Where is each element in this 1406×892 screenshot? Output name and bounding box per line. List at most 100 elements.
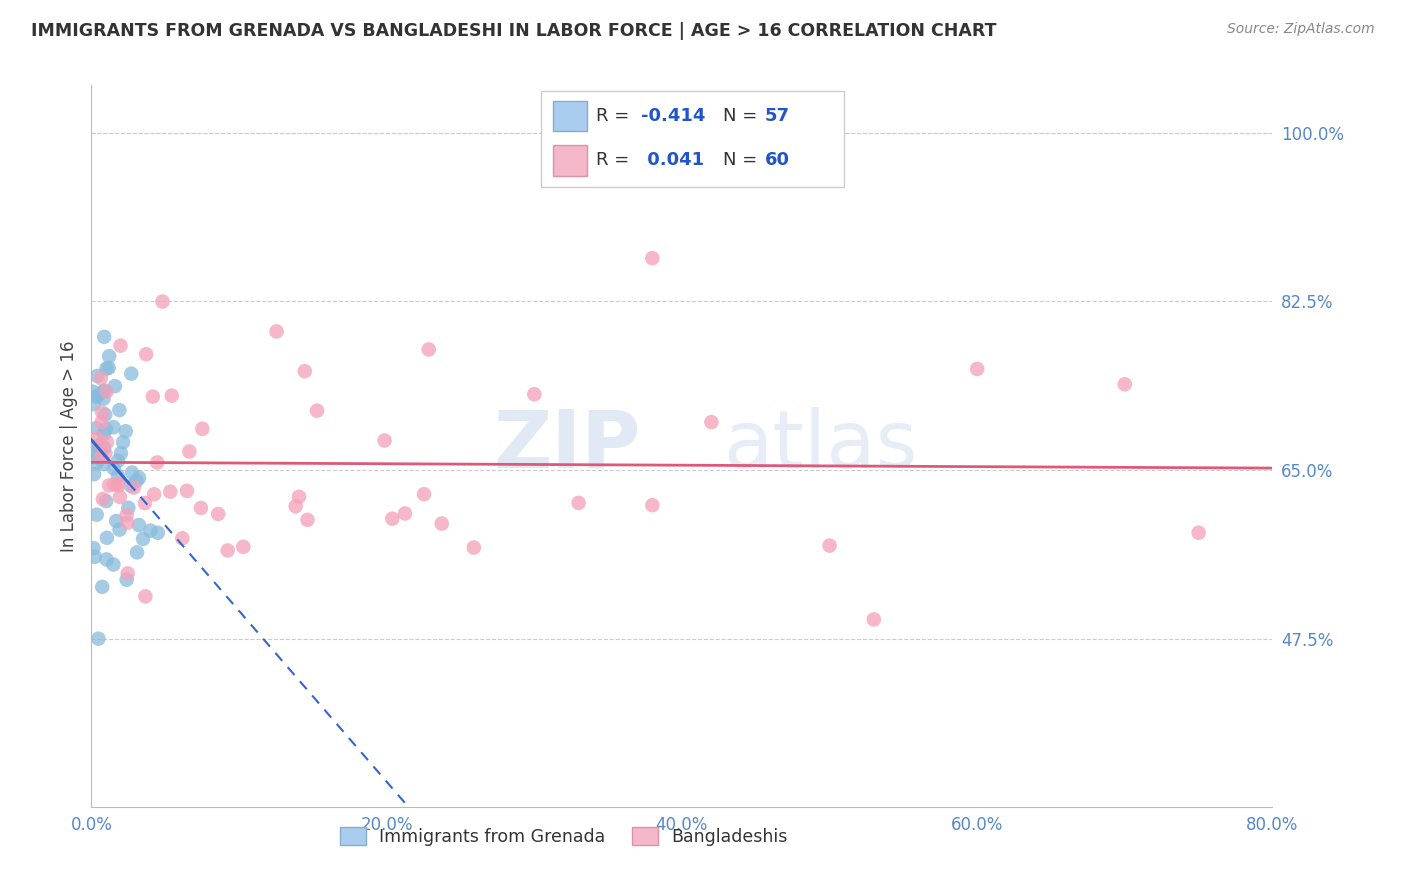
FancyBboxPatch shape (541, 91, 844, 187)
Bar (554, 145, 586, 176)
Text: N =: N = (723, 152, 762, 169)
Bangladeshis (152, 294, 174, 309)
Bangladeshis (288, 490, 311, 504)
Bangladeshis (91, 491, 114, 506)
Bangladeshis (294, 364, 316, 378)
Immigrants from Grenada (117, 500, 139, 515)
Bangladeshis (98, 478, 121, 492)
Bangladeshis (115, 508, 138, 522)
Immigrants from Grenada (91, 384, 114, 399)
Bangladeshis (86, 431, 108, 445)
Bangladeshis (641, 251, 664, 265)
Immigrants from Grenada (98, 349, 121, 363)
Immigrants from Grenada (146, 525, 169, 540)
Bangladeshis (568, 496, 591, 510)
Bangladeshis (142, 390, 165, 404)
Immigrants from Grenada (93, 457, 115, 471)
Immigrants from Grenada (90, 444, 112, 458)
Immigrants from Grenada (120, 479, 142, 493)
Text: 60: 60 (765, 152, 790, 169)
Bangladeshis (110, 339, 132, 353)
Immigrants from Grenada (86, 508, 108, 522)
Immigrants from Grenada (82, 541, 104, 555)
Bangladeshis (96, 435, 118, 450)
Bangladeshis (297, 513, 319, 527)
Bangladeshis (135, 347, 157, 361)
Bangladeshis (413, 487, 436, 501)
Text: R =: R = (596, 107, 634, 125)
Bangladeshis (373, 434, 395, 448)
Bangladeshis (103, 477, 125, 491)
Bangladeshis (160, 389, 183, 403)
Immigrants from Grenada (91, 440, 114, 454)
Immigrants from Grenada (132, 532, 155, 546)
Immigrants from Grenada (83, 445, 105, 459)
Bar (554, 101, 586, 131)
Immigrants from Grenada (114, 424, 136, 438)
Immigrants from Grenada (105, 514, 128, 528)
Text: R =: R = (596, 152, 634, 169)
Immigrants from Grenada (125, 474, 148, 488)
Text: IMMIGRANTS FROM GRENADA VS BANGLADESHI IN LABOR FORCE | AGE > 16 CORRELATION CHA: IMMIGRANTS FROM GRENADA VS BANGLADESHI I… (31, 22, 997, 40)
Immigrants from Grenada (86, 447, 108, 461)
Bangladeshis (305, 403, 328, 417)
Immigrants from Grenada (125, 545, 148, 559)
Immigrants from Grenada (86, 368, 108, 383)
Immigrants from Grenada (97, 360, 120, 375)
Bangladeshis (117, 516, 139, 530)
Immigrants from Grenada (94, 494, 117, 508)
Immigrants from Grenada (108, 403, 131, 417)
Bangladeshis (146, 455, 169, 469)
Text: N =: N = (723, 107, 762, 125)
Bangladeshis (159, 484, 181, 499)
Immigrants from Grenada (93, 426, 115, 441)
Immigrants from Grenada (94, 408, 117, 422)
Bangladeshis (91, 405, 114, 419)
Text: 57: 57 (765, 107, 790, 125)
Immigrants from Grenada (94, 384, 117, 398)
Immigrants from Grenada (107, 454, 129, 468)
Bangladeshis (381, 511, 404, 525)
Immigrants from Grenada (86, 456, 108, 470)
Immigrants from Grenada (91, 580, 114, 594)
Bangladeshis (90, 371, 112, 385)
Text: atlas: atlas (723, 407, 918, 485)
Bangladeshis (966, 362, 988, 376)
Bangladeshis (90, 438, 112, 452)
Immigrants from Grenada (110, 446, 132, 460)
Immigrants from Grenada (107, 469, 129, 483)
Bangladeshis (134, 496, 156, 510)
Bangladeshis (117, 566, 139, 581)
Immigrants from Grenada (108, 523, 131, 537)
Text: ZIP: ZIP (494, 407, 641, 485)
Bangladeshis (818, 539, 841, 553)
Immigrants from Grenada (104, 379, 127, 393)
Immigrants from Grenada (103, 420, 125, 434)
Immigrants from Grenada (87, 388, 110, 402)
Bangladeshis (207, 507, 229, 521)
Bangladeshis (862, 612, 886, 626)
Immigrants from Grenada (96, 552, 118, 566)
Bangladeshis (143, 487, 166, 501)
Immigrants from Grenada (82, 384, 104, 399)
Bangladeshis (122, 481, 145, 495)
Immigrants from Grenada (128, 471, 150, 485)
Immigrants from Grenada (83, 397, 105, 411)
Bangladeshis (1114, 377, 1136, 392)
Immigrants from Grenada (83, 549, 105, 564)
Immigrants from Grenada (121, 466, 143, 480)
Immigrants from Grenada (94, 422, 117, 436)
Bangladeshis (176, 483, 198, 498)
Bangladeshis (700, 415, 723, 429)
Immigrants from Grenada (93, 392, 115, 406)
Bangladeshis (217, 543, 239, 558)
Bangladeshis (190, 500, 212, 515)
Bangladeshis (107, 478, 129, 492)
Bangladeshis (96, 384, 118, 399)
Bangladeshis (107, 476, 129, 491)
Bangladeshis (90, 450, 112, 464)
Bangladeshis (463, 541, 485, 555)
Immigrants from Grenada (103, 461, 125, 475)
Immigrants from Grenada (120, 367, 142, 381)
Bangladeshis (191, 422, 214, 436)
